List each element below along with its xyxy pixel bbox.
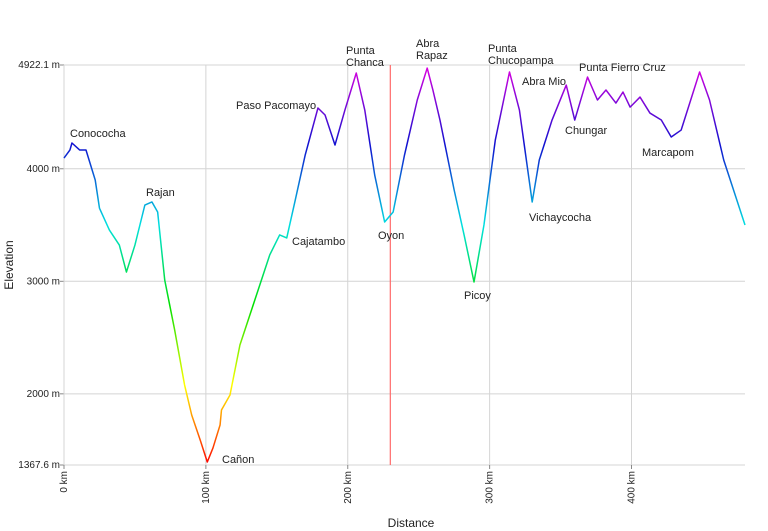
- annotation: Picoy: [464, 290, 491, 302]
- annotation: Punta Chanca: [346, 45, 384, 69]
- elevation-line: [63, 67, 746, 463]
- x-tick-label: 400 km: [627, 471, 638, 504]
- annotation: Abra Mio: [522, 76, 567, 88]
- annotation: Marcapom: [642, 147, 694, 159]
- y-tick-label: 4922.1 m: [18, 60, 60, 71]
- y-tick-label: 4000 m: [27, 164, 60, 175]
- x-tick-label: 200 km: [343, 471, 354, 504]
- y-tick-label: 2000 m: [27, 389, 60, 400]
- y-tick-label: 1367.6 m: [18, 460, 60, 471]
- annotation: Paso Pacomayo: [236, 100, 317, 112]
- y-tick-label: 3000 m: [27, 276, 60, 287]
- x-axis-label: Distance: [388, 516, 435, 530]
- y-axis-label: Elevation: [2, 240, 16, 289]
- annotation: Punta Fierro Cruz: [579, 62, 666, 74]
- annotation: Vichaycocha: [529, 212, 592, 224]
- annotation: Chungar: [565, 125, 608, 137]
- annotation: Conococha: [70, 128, 126, 140]
- annotation: Punta Chucopampa: [488, 43, 554, 67]
- annotation: Cajatambo: [292, 236, 346, 248]
- annotation: Abra Rapaz: [416, 38, 448, 62]
- annotation: Rajan: [146, 187, 175, 199]
- x-tick-label: 100 km: [201, 471, 212, 504]
- x-tick-label: 300 km: [485, 471, 496, 504]
- annotation: Cañon: [222, 454, 255, 466]
- annotation: Oyon: [378, 230, 405, 242]
- x-tick-label: 0 km: [59, 471, 70, 493]
